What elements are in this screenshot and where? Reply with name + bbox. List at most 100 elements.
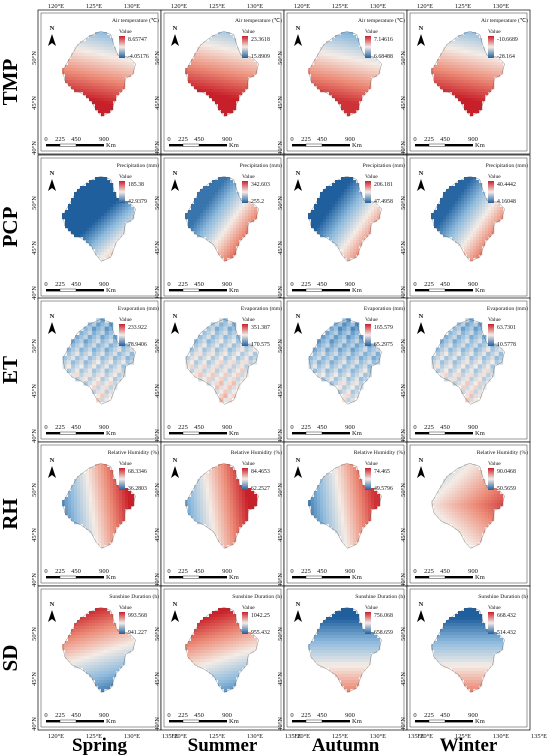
map-cell [353,231,357,235]
map-cell [347,41,351,45]
map-cell [210,360,216,365]
map-cell [473,231,477,235]
map-cell [107,204,111,208]
map-cell [464,53,468,57]
map-cell [227,467,231,471]
map-cell [455,228,459,232]
map-cell [356,186,360,190]
map-cell [479,228,483,232]
map-cell [74,77,78,81]
map-cell [464,44,468,48]
map-cell [221,204,225,208]
map-cell [473,32,477,36]
map-cell [236,497,240,501]
map-cell [461,377,466,382]
map-cell [470,56,474,60]
map-cell [440,347,445,352]
map-cell [254,65,258,69]
legend-min-value: 15.8909 [251,54,270,60]
legend-min-value: 65.2975 [374,342,393,348]
map-cell [92,204,96,208]
map-cell [233,234,237,238]
map-cell [448,377,453,382]
map-cell [245,500,249,504]
map-cell [202,330,207,336]
map-cell [311,219,315,223]
map-cell [188,68,192,72]
map-cell [92,521,96,525]
map-cell [100,339,105,344]
map-cell [314,80,318,84]
map-cell [83,482,87,486]
map-cell [98,491,102,495]
map-cell [101,485,105,489]
map-cell [353,110,357,114]
map-cell [107,104,111,108]
map-cell [71,512,75,516]
map-cell [80,485,84,489]
map-cell [233,201,237,205]
map-cell [92,497,96,501]
map-cell [194,219,198,223]
map-cell [233,83,237,87]
map-cell [110,65,114,69]
map-cell [227,177,231,181]
map-cell [104,186,108,190]
legend-colorbar [488,324,494,346]
map-cell [350,322,355,327]
map-cell [317,210,321,214]
map-cell [458,222,462,226]
map-cell [104,381,109,386]
map-cell [233,74,237,78]
map-cell [110,500,114,504]
north-arrow-icon [417,322,425,334]
map-cell [362,201,366,205]
map-cell [194,225,198,229]
north-label: N [296,170,301,177]
map-cell [455,219,459,223]
map-cell [342,347,347,352]
map-cell [464,225,468,229]
map-cell [200,77,204,81]
map-cell [86,189,90,193]
map-cell [248,216,252,220]
map-cell [227,110,231,114]
map-cell [461,56,465,60]
map-cell [347,53,351,57]
map-cell [356,222,360,226]
map-cell [443,62,447,66]
map-cell [77,515,81,519]
map-cell [119,62,123,66]
map-cell [231,377,237,382]
map-cell [92,482,96,486]
map-cell [452,381,457,386]
map-cell [335,95,339,99]
map-cell [194,347,199,352]
map-cell [86,485,90,489]
map-cell [350,385,355,390]
map-cell [452,339,457,344]
map-cell [108,393,114,399]
map-cell [233,59,237,63]
map-cell [479,240,483,244]
map-cell [469,326,474,331]
map-cell [230,204,234,208]
north-label: N [419,313,424,320]
map-cell [356,71,360,75]
scale-unit: Km [106,287,116,294]
map-cell [365,59,369,63]
map-cell [335,89,339,93]
map-cell [452,71,456,75]
map-cell [350,198,354,202]
map-cell [197,83,201,87]
map-cell [86,38,90,42]
map-cell [314,68,318,72]
map-cell [215,356,220,361]
map-cell [125,62,129,66]
map-cell [242,228,246,232]
map-cell [215,485,219,489]
map-cell [308,68,312,72]
map-cell [95,503,99,507]
map-cell [230,240,234,244]
map-cell [488,68,492,72]
